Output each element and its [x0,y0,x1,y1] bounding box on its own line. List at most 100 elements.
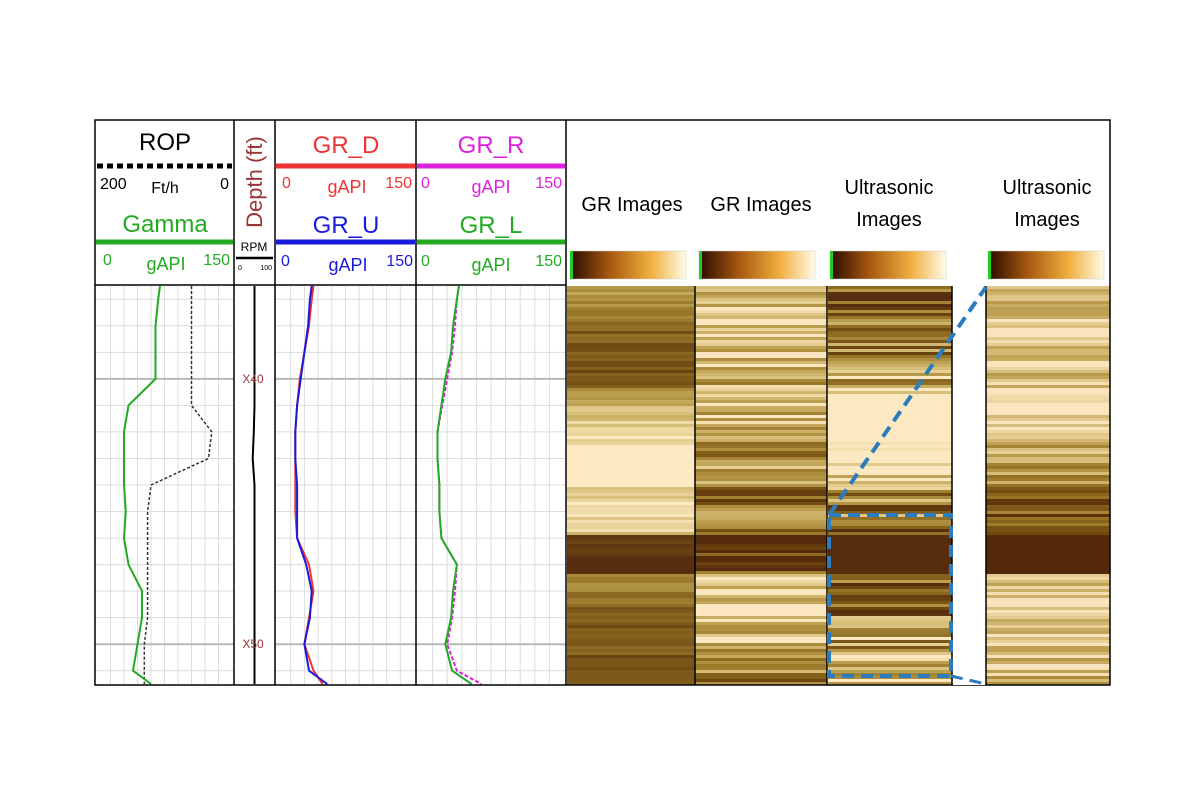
image-band [567,631,695,634]
image-band [695,391,827,394]
image-band [986,640,1110,643]
image-band [695,577,827,580]
image-band [986,658,1110,661]
image-band [567,466,695,469]
image-band [828,481,952,484]
image-band [986,601,1110,604]
image-band [828,478,952,481]
image-band [567,322,695,325]
image-band [986,571,1110,574]
image-band [695,376,827,379]
img3-title-line1: Ultrasonic [845,177,934,199]
image-band [986,661,1110,664]
image-band [567,301,695,304]
image-band [695,535,827,538]
image-band [567,457,695,460]
gr-image-1-texture [567,286,695,685]
image-band [695,382,827,385]
image-band [986,355,1110,358]
image-band [828,328,952,331]
image-band [828,352,952,355]
image-band [695,490,827,493]
image-band [828,340,952,343]
image-band [828,505,952,508]
image-band [986,385,1110,388]
image-band [695,421,827,424]
image-band [828,358,952,361]
image-band [986,619,1110,622]
image-band [986,502,1110,505]
image-band [695,682,827,685]
image-band [986,538,1110,541]
image-band [567,430,695,433]
image-band [828,517,952,520]
image-band [986,589,1110,592]
image-band [695,622,827,625]
image-band [567,481,695,484]
image-band [567,385,695,388]
image-band [695,514,827,517]
image-band [986,316,1110,319]
image-band [567,325,695,328]
image-band [695,322,827,325]
frame [94,119,1111,686]
image-band [695,358,827,361]
image-band [986,478,1110,481]
image-band [695,295,827,298]
image-band [695,487,827,490]
image-band [986,574,1110,577]
rop-min: 200 [100,176,127,193]
image-band [567,445,695,448]
image-band [828,367,952,370]
image-band [828,544,952,547]
image-band [986,457,1110,460]
image-band [695,574,827,577]
image-band [695,334,827,337]
image-band [695,379,827,382]
image-band [695,337,827,340]
image-band [986,397,1110,400]
image-band [695,472,827,475]
image-band [986,517,1110,520]
image-band [695,349,827,352]
image-band [567,472,695,475]
image-band [986,295,1110,298]
image-band [695,625,827,628]
depth-labels: X40 X50 [242,372,264,651]
image-band [567,361,695,364]
image-band [986,304,1110,307]
image-band [567,436,695,439]
image-band [986,334,1110,337]
image-band [828,610,952,613]
image-band [567,526,695,529]
image-band [828,334,952,337]
image-band [567,670,695,673]
image-band [695,460,827,463]
image-band [828,589,952,592]
image-band [695,451,827,454]
image-band [567,520,695,523]
gamma-title: Gamma [122,211,208,238]
image-band [828,511,952,514]
image-band [695,418,827,421]
image-band [986,487,1110,490]
curve-rop [143,286,213,684]
image-band [567,682,695,685]
image-band [828,292,952,295]
image-band [828,298,952,301]
image-band [567,559,695,562]
image-band [986,592,1110,595]
image-band [986,340,1110,343]
image-band [695,505,827,508]
image-band [986,676,1110,679]
image-band [567,676,695,679]
image-band [828,661,952,664]
image-band [828,628,952,631]
image-band [828,355,952,358]
image-band [828,613,952,616]
gr-u-min: 0 [281,253,290,270]
image-band [695,523,827,526]
image-band [986,331,1110,334]
image-band [828,424,952,427]
image-band [986,508,1110,511]
